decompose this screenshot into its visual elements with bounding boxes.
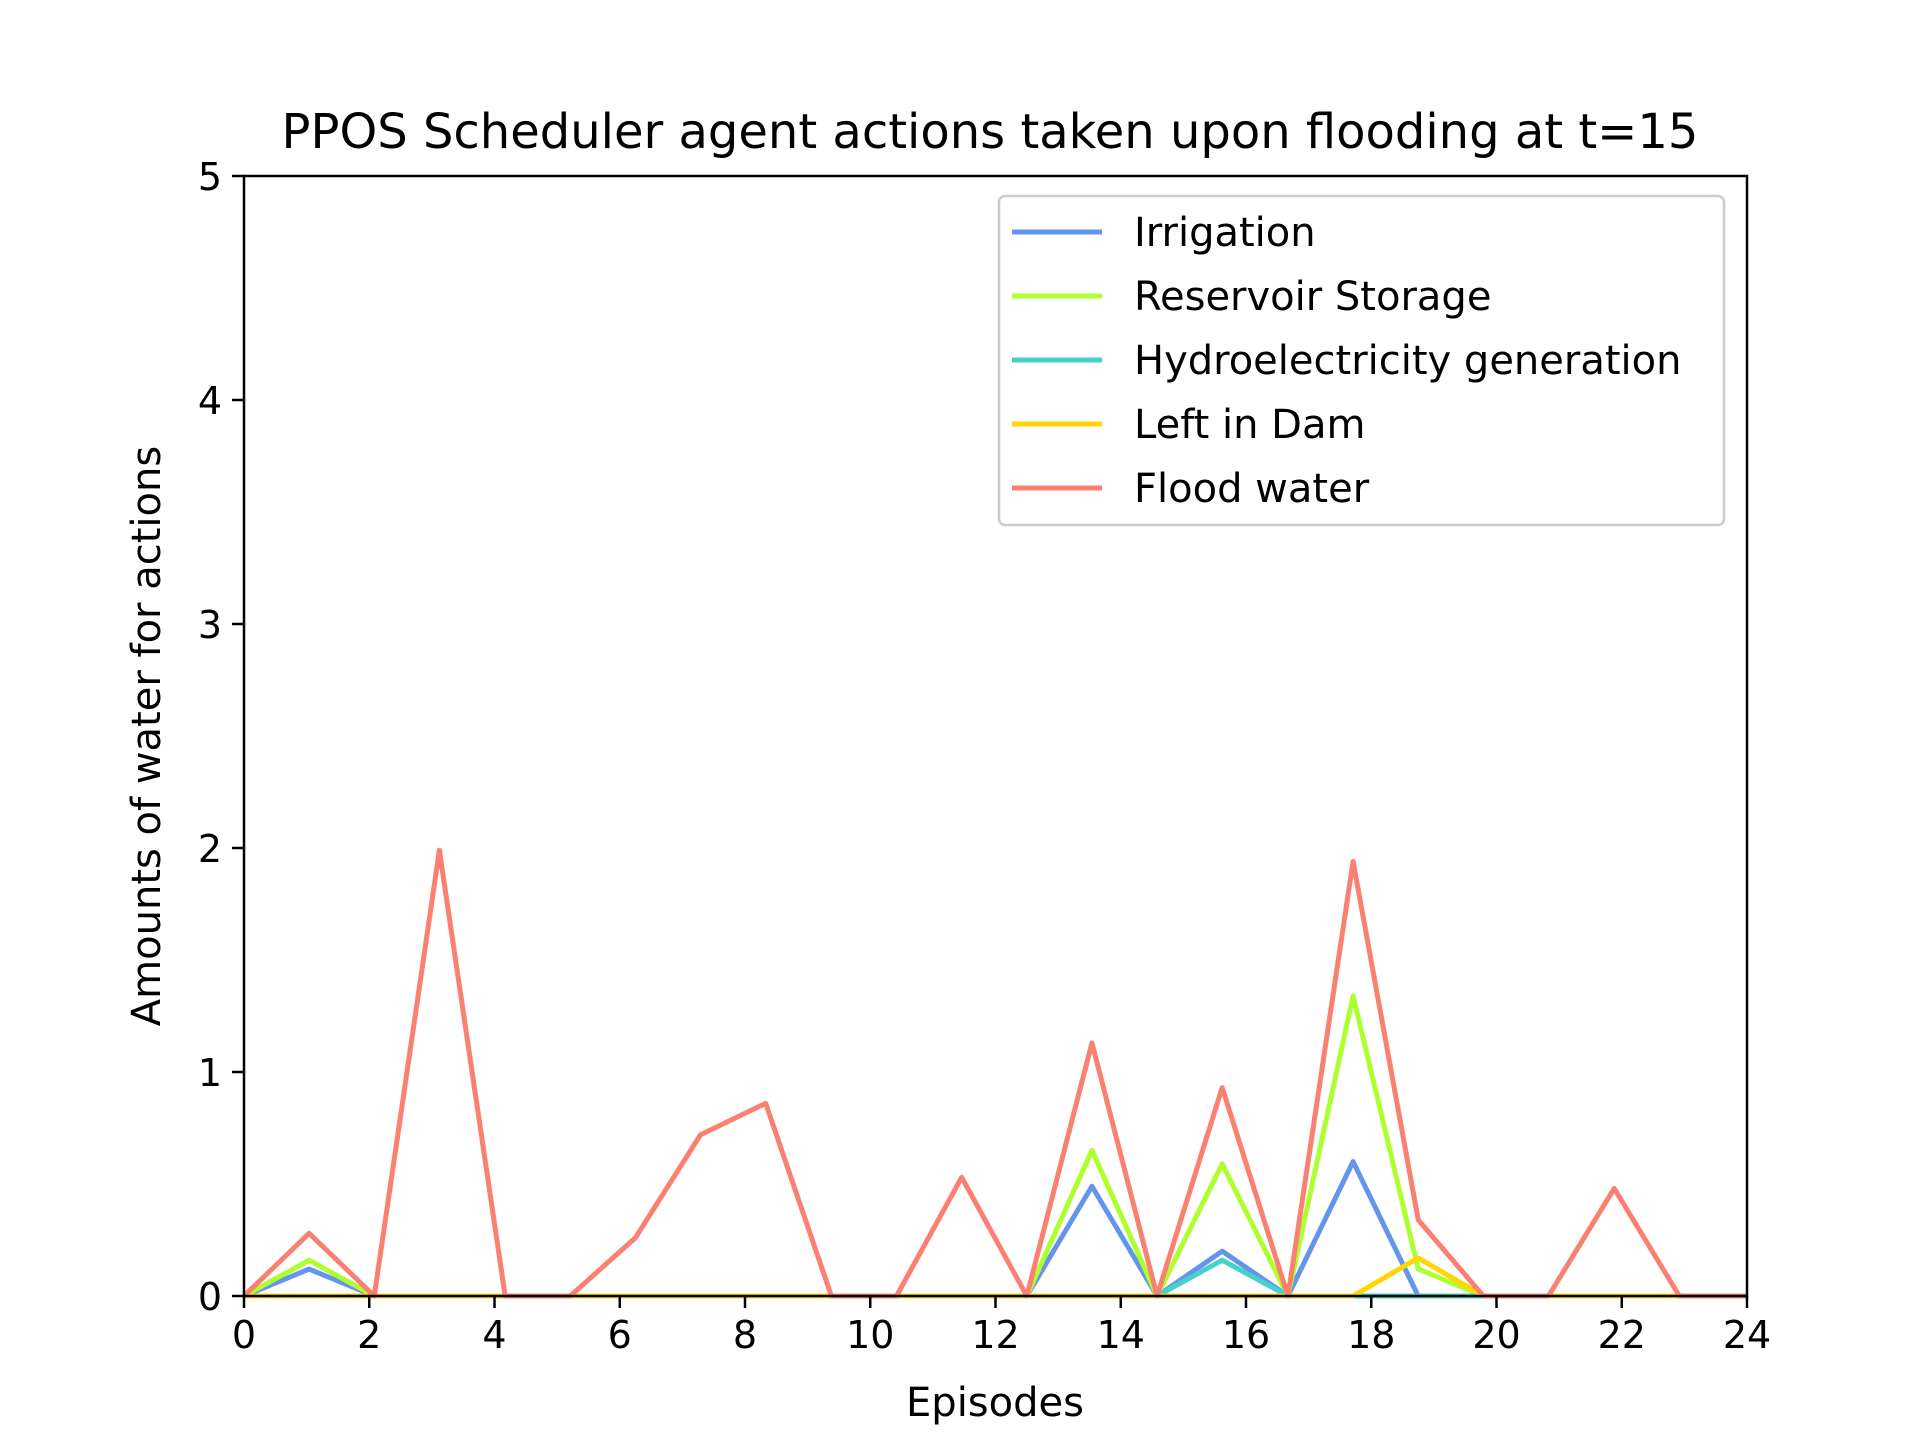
- x-tick-label: 24: [1723, 1313, 1771, 1357]
- y-tick-label: 3: [198, 603, 222, 647]
- y-tick-label: 0: [198, 1275, 222, 1319]
- x-tick-label: 10: [846, 1313, 894, 1357]
- legend-label: Reservoir Storage: [1134, 274, 1491, 320]
- x-tick-label: 0: [232, 1313, 256, 1357]
- legend-label: Left in Dam: [1134, 402, 1365, 448]
- y-tick-label: 2: [198, 827, 222, 871]
- y-tick-label: 4: [198, 379, 222, 423]
- legend: Irrigation Reservoir Storage Hydroelectric…: [997, 194, 1726, 527]
- x-axis: 0 2 4 6 8 10 12 14 16 18 20 22 24: [232, 1296, 1771, 1357]
- x-tick-label: 6: [608, 1313, 632, 1357]
- y-tick-label: 5: [198, 155, 222, 199]
- x-axis-label: Episodes: [906, 1380, 1084, 1426]
- chart-title: PPOS Scheduler agent actions taken upon …: [282, 104, 1699, 160]
- x-tick-label: 8: [733, 1313, 757, 1357]
- x-tick-label: 16: [1222, 1313, 1270, 1357]
- x-tick-label: 22: [1598, 1313, 1646, 1357]
- y-axis-label: Amounts of water for actions: [124, 446, 170, 1026]
- x-tick-label: 4: [482, 1313, 506, 1357]
- x-tick-label: 2: [357, 1313, 381, 1357]
- legend-label: Hydroelectricity generation: [1134, 338, 1681, 384]
- x-tick-label: 12: [971, 1313, 1019, 1357]
- legend-label: Irrigation: [1134, 210, 1316, 256]
- x-tick-label: 20: [1472, 1313, 1520, 1357]
- legend-box: [997, 194, 1726, 527]
- x-tick-label: 14: [1097, 1313, 1145, 1357]
- y-axis: 0 1 2 3 4 5: [198, 155, 244, 1319]
- legend-label: Flood water: [1134, 466, 1370, 512]
- y-tick-label: 1: [198, 1051, 222, 1095]
- x-tick-label: 18: [1347, 1313, 1395, 1357]
